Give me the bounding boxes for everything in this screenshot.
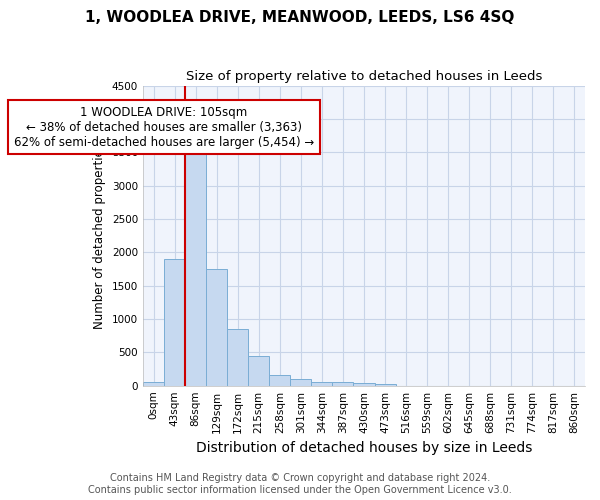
Bar	[206, 269, 227, 386]
Bar	[311, 382, 332, 386]
Text: Contains HM Land Registry data © Crown copyright and database right 2024.
Contai: Contains HM Land Registry data © Crown c…	[88, 474, 512, 495]
Bar	[374, 384, 395, 386]
Text: 1 WOODLEA DRIVE: 105sqm
← 38% of detached houses are smaller (3,363)
62% of semi: 1 WOODLEA DRIVE: 105sqm ← 38% of detache…	[14, 106, 314, 148]
Bar	[185, 152, 206, 386]
Bar	[164, 259, 185, 386]
Bar	[143, 382, 164, 386]
Bar	[269, 375, 290, 386]
Text: 1, WOODLEA DRIVE, MEANWOOD, LEEDS, LS6 4SQ: 1, WOODLEA DRIVE, MEANWOOD, LEEDS, LS6 4…	[85, 10, 515, 25]
Bar	[332, 382, 353, 386]
Bar	[290, 379, 311, 386]
Title: Size of property relative to detached houses in Leeds: Size of property relative to detached ho…	[186, 70, 542, 83]
X-axis label: Distribution of detached houses by size in Leeds: Distribution of detached houses by size …	[196, 441, 532, 455]
Bar	[227, 329, 248, 386]
Bar	[353, 383, 374, 386]
Bar	[248, 356, 269, 386]
Y-axis label: Number of detached properties: Number of detached properties	[94, 142, 106, 328]
